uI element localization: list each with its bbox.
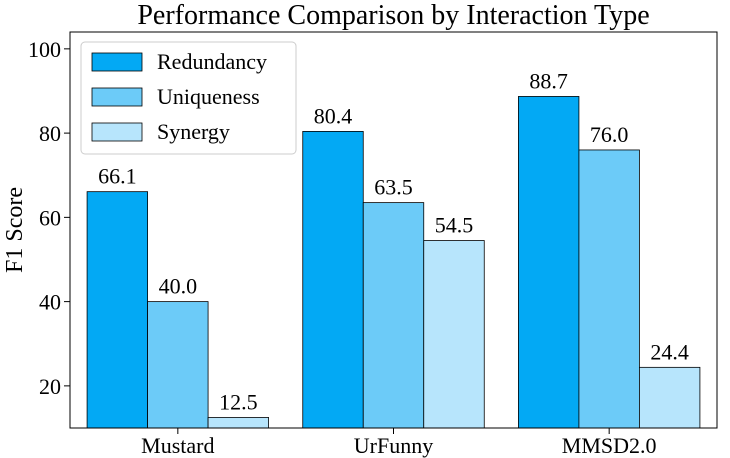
y-tick-label: 40 [39,290,61,315]
legend-swatch-uniqueness [91,87,143,107]
legend-swatch-synergy [91,122,143,142]
y-axis-ticks: 20 40 60 80 100 [28,37,70,399]
y-tick-label: 60 [39,205,61,230]
data-label: 66.1 [98,164,137,189]
bar-uniqueness-mustard [147,301,209,429]
y-tick-label: 80 [39,121,61,146]
y-axis-label: F1 Score [2,187,28,273]
bar-uniqueness-mmsd20 [578,149,640,429]
data-label: 40.0 [159,274,198,299]
x-tick-label: Mustard [141,433,214,458]
y-tick-label: 20 [39,374,61,399]
y-tick-label: 100 [28,37,61,62]
data-label: 54.5 [435,213,474,238]
bar-uniqueness-urfunny [362,202,425,429]
data-label: 63.5 [374,175,413,200]
data-labels-group: 66.1 40.0 12.5 80.4 63.5 54.5 88.7 76.0 24.4 [98,68,689,414]
legend-label-redundancy: Redundancy [157,49,267,74]
bar-synergy-urfunny [423,240,485,429]
x-axis-ticks: Mustard UrFunny MMSD2.0 [141,428,657,458]
bars-group [86,96,701,429]
bar-redundancy-urfunny [302,131,364,429]
x-tick-label: UrFunny [354,433,433,458]
legend: Redundancy Uniqueness Synergy [80,41,297,155]
x-tick-label: MMSD2.0 [562,433,657,458]
data-label: 88.7 [529,68,568,93]
legend-swatch-redundancy [91,52,143,72]
data-label: 24.4 [650,339,689,364]
data-label: 80.4 [314,103,353,128]
legend-label-uniqueness: Uniqueness [157,84,260,109]
legend-label-synergy: Synergy [157,119,230,144]
bar-synergy-mmsd20 [639,366,701,429]
bar-redundancy-mustard [86,191,148,429]
bar-redundancy-mmsd20 [518,96,580,429]
data-label: 76.0 [590,122,629,147]
bar-synergy-mustard [207,417,269,429]
chart-title: Performance Comparison by Interaction Ty… [137,0,649,31]
data-label: 12.5 [219,389,258,414]
